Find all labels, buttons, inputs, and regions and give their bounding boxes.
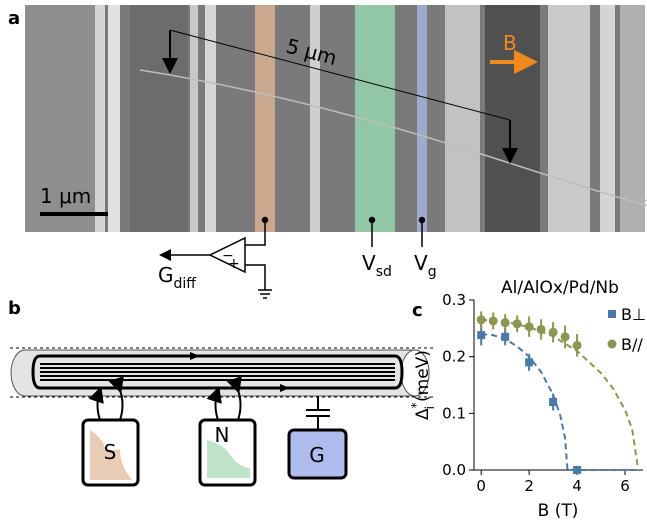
point <box>488 316 498 326</box>
point <box>560 332 570 342</box>
plus: + <box>228 256 240 272</box>
y-axis-label: Δ*i (meV) <box>409 350 437 420</box>
symbol: V <box>362 251 376 275</box>
symbol: Δ <box>413 408 433 420</box>
y-tick-label: 0.2 <box>442 348 466 366</box>
minus: − <box>222 248 234 264</box>
subscript: sd <box>376 264 392 280</box>
subscript: i <box>423 406 437 409</box>
point <box>477 331 486 340</box>
point <box>476 315 486 325</box>
sd-label: Vsd <box>362 251 392 280</box>
x-tick-label: 2 <box>524 477 534 495</box>
panel-label: b <box>8 298 21 319</box>
point <box>536 324 546 334</box>
panel-label: c <box>412 300 423 321</box>
circuit <box>159 216 426 299</box>
scale-line <box>169 29 511 121</box>
point <box>573 466 582 474</box>
gate-label: Vg <box>414 251 437 280</box>
box-label: N <box>215 423 230 447</box>
point <box>501 332 510 341</box>
amplifier-label: Gdiff <box>158 263 196 292</box>
y-tick-label: 0.0 <box>442 461 466 479</box>
legend-marker <box>608 310 616 318</box>
chart-title: Al/AlOx/Pd/Nb <box>501 278 619 298</box>
point <box>512 319 522 329</box>
nanowire-schematic <box>10 347 435 487</box>
x-tick-label: 0 <box>476 477 486 495</box>
point <box>549 398 558 406</box>
point <box>548 327 558 337</box>
point <box>524 322 534 332</box>
superscript: * <box>409 402 423 408</box>
x-axis-label: B (T) <box>538 501 579 521</box>
sem-image <box>25 5 647 232</box>
box-label: G <box>309 443 325 467</box>
box-label: S <box>104 440 117 464</box>
point <box>500 318 510 328</box>
chart: c Al/AlOx/Pd/Nb B (T) Δ*i (meV) 0.0 0.1 0.2… <box>409 278 646 521</box>
x-tick-label: 6 <box>620 477 630 495</box>
panel-label: a <box>8 8 20 29</box>
field-label: B <box>503 31 517 55</box>
y-tick-label: 0.3 <box>442 291 466 309</box>
legend-label: B// <box>621 335 643 354</box>
y-tick-label: 0.1 <box>442 404 466 422</box>
legend-marker <box>607 339 617 349</box>
point <box>572 340 582 350</box>
subscript: g <box>428 264 437 280</box>
subscript: diff <box>174 276 197 292</box>
unit: (meV) <box>413 350 433 402</box>
symbol: G <box>158 263 174 287</box>
scalebar-label: 1 μm <box>40 184 91 208</box>
point <box>525 358 534 367</box>
symbol: V <box>414 251 428 275</box>
x-tick-label: 4 <box>572 477 582 495</box>
fit-curve <box>481 333 638 471</box>
legend-label: B⊥ <box>621 305 646 324</box>
